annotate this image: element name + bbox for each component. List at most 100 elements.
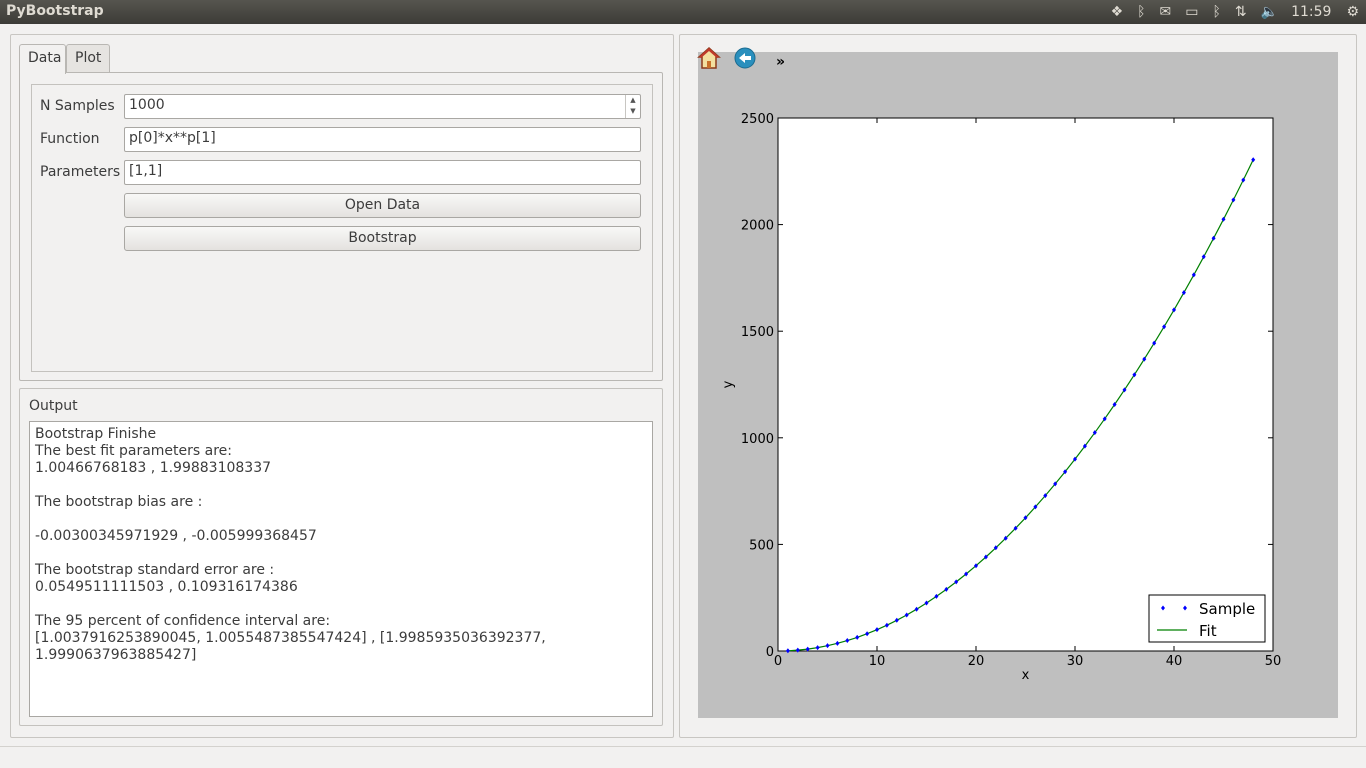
y-tick-label: 1000: [741, 432, 774, 447]
sample-point: [1132, 372, 1137, 378]
form-box: [31, 84, 653, 372]
volume-icon[interactable]: 🔈: [1260, 4, 1279, 20]
sample-point: [904, 612, 909, 618]
power-gear-icon[interactable]: ⚙: [1346, 4, 1359, 20]
x-axis-label: x: [1022, 668, 1030, 683]
sample-point: [964, 571, 969, 577]
sample-point: [1211, 235, 1216, 241]
sample-point: [1181, 290, 1186, 296]
output-line: -0.00300345971929 , -0.005999368457: [35, 528, 317, 544]
x-tick-label: 0: [774, 654, 782, 669]
y-tick-label: 2500: [741, 112, 774, 127]
n-samples-label: N Samples: [40, 98, 115, 114]
x-tick-label: 40: [1166, 654, 1183, 669]
legend-sample-marker: [1183, 605, 1187, 611]
sample-point: [1003, 535, 1008, 541]
function-label: Function: [40, 131, 100, 147]
spin-arrows[interactable]: ▲ ▼: [625, 95, 640, 118]
left-panel: [10, 34, 674, 738]
legend-sample-marker: [1161, 605, 1165, 611]
legend-label-sample: Sample: [1199, 600, 1255, 618]
top-panel: PyBootstrap ❖ ᛒ ✉ ▭ ᛒ ⇅ 🔈 11:59 ⚙: [0, 0, 1366, 24]
sample-point: [1063, 469, 1068, 475]
spin-down-icon[interactable]: ▼: [630, 107, 636, 115]
tab-plot[interactable]: Plot: [66, 44, 110, 73]
sample-point: [983, 554, 988, 560]
sample-point: [934, 593, 939, 599]
output-line: 1.00466768183 , 1.99883108337: [35, 460, 272, 476]
output-line: [35, 477, 647, 494]
output-textarea[interactable]: Bootstrap Finishe The best fit parameter…: [29, 421, 653, 717]
parameters-input[interactable]: [1,1]: [124, 160, 641, 185]
spin-up-icon[interactable]: ▲: [630, 96, 636, 104]
sample-point: [1201, 254, 1206, 260]
sample-point: [855, 634, 860, 640]
sample-point: [924, 600, 929, 606]
x-tick-label: 20: [968, 654, 985, 669]
sample-point: [805, 646, 810, 652]
network-icon[interactable]: ⇅: [1234, 4, 1247, 20]
sample-point: [1191, 272, 1196, 278]
dropbox-icon[interactable]: ❖: [1110, 4, 1124, 20]
sample-point: [1033, 504, 1038, 510]
sample-point: [1013, 525, 1018, 531]
sample-point: [954, 579, 959, 585]
sample-point: [1023, 515, 1028, 521]
output-line: 0.0549511111503 , 0.109316174386: [35, 579, 298, 595]
function-input[interactable]: p[0]*x**p[1]: [124, 127, 641, 152]
output-group: [19, 388, 663, 726]
sample-point: [1221, 216, 1226, 222]
battery-icon[interactable]: ▭: [1185, 4, 1199, 20]
sample-point: [1073, 456, 1077, 462]
home-icon[interactable]: [697, 46, 721, 70]
x-tick-label: 30: [1067, 654, 1084, 669]
y-tick-label: 2000: [741, 219, 774, 234]
open-data-button[interactable]: Open Data: [124, 193, 641, 218]
sample-point: [845, 638, 850, 644]
output-line: The bootstrap standard error are :: [35, 562, 275, 578]
n-samples-spinbox[interactable]: 1000 ▲ ▼: [124, 94, 641, 119]
sample-point: [974, 563, 978, 569]
sample-point: [894, 617, 899, 623]
sample-point: [1122, 387, 1127, 393]
window-title: PyBootstrap: [6, 3, 104, 19]
sample-point: [1251, 157, 1256, 163]
y-axis-label: y: [721, 380, 736, 388]
output-line: [35, 511, 647, 528]
plot-axes-box: [777, 117, 1274, 652]
right-panel: [679, 34, 1357, 738]
clock[interactable]: 11:59: [1291, 4, 1332, 20]
bluetooth-icon-2[interactable]: ᛒ: [1212, 4, 1221, 20]
bluetooth-icon[interactable]: ᛒ: [1137, 4, 1146, 20]
sample-point: [1102, 416, 1107, 422]
sample-point: [865, 631, 870, 637]
chart: 0 10 20 30 40 5005001000150020002500xySampleF…: [721, 112, 1281, 683]
tab-data[interactable]: Data: [19, 44, 66, 74]
legend-label-fit: Fit: [1199, 622, 1217, 640]
output-line: The best fit parameters are:: [35, 443, 232, 459]
more-tools-button[interactable]: »: [776, 54, 786, 70]
y-tick-label: 0: [766, 645, 774, 660]
mail-icon[interactable]: ✉: [1159, 4, 1172, 20]
sample-point: [993, 545, 998, 551]
sample-point: [785, 648, 790, 654]
sample-point: [884, 622, 889, 628]
sample-point: [1082, 443, 1087, 449]
y-tick-label: 500: [749, 538, 774, 553]
sample-point: [1053, 481, 1058, 487]
legend-box: [1148, 594, 1266, 643]
output-line: The 95 percent of confidence interval ar…: [35, 613, 331, 629]
bootstrap-button[interactable]: Bootstrap: [124, 226, 641, 251]
x-tick-label: 10: [869, 654, 886, 669]
status-bar: [0, 746, 1366, 768]
parameters-label: Parameters: [40, 164, 121, 180]
sample-point: [825, 643, 830, 649]
sample-point: [944, 586, 949, 592]
sample-point: [1231, 197, 1236, 203]
y-tick-label: 1500: [741, 325, 774, 340]
sample-point: [835, 640, 840, 646]
back-arrow-icon[interactable]: [733, 46, 757, 70]
sample-point: [795, 647, 800, 653]
output-line: The bootstrap bias are :: [35, 494, 203, 510]
sample-point: [1162, 324, 1167, 330]
